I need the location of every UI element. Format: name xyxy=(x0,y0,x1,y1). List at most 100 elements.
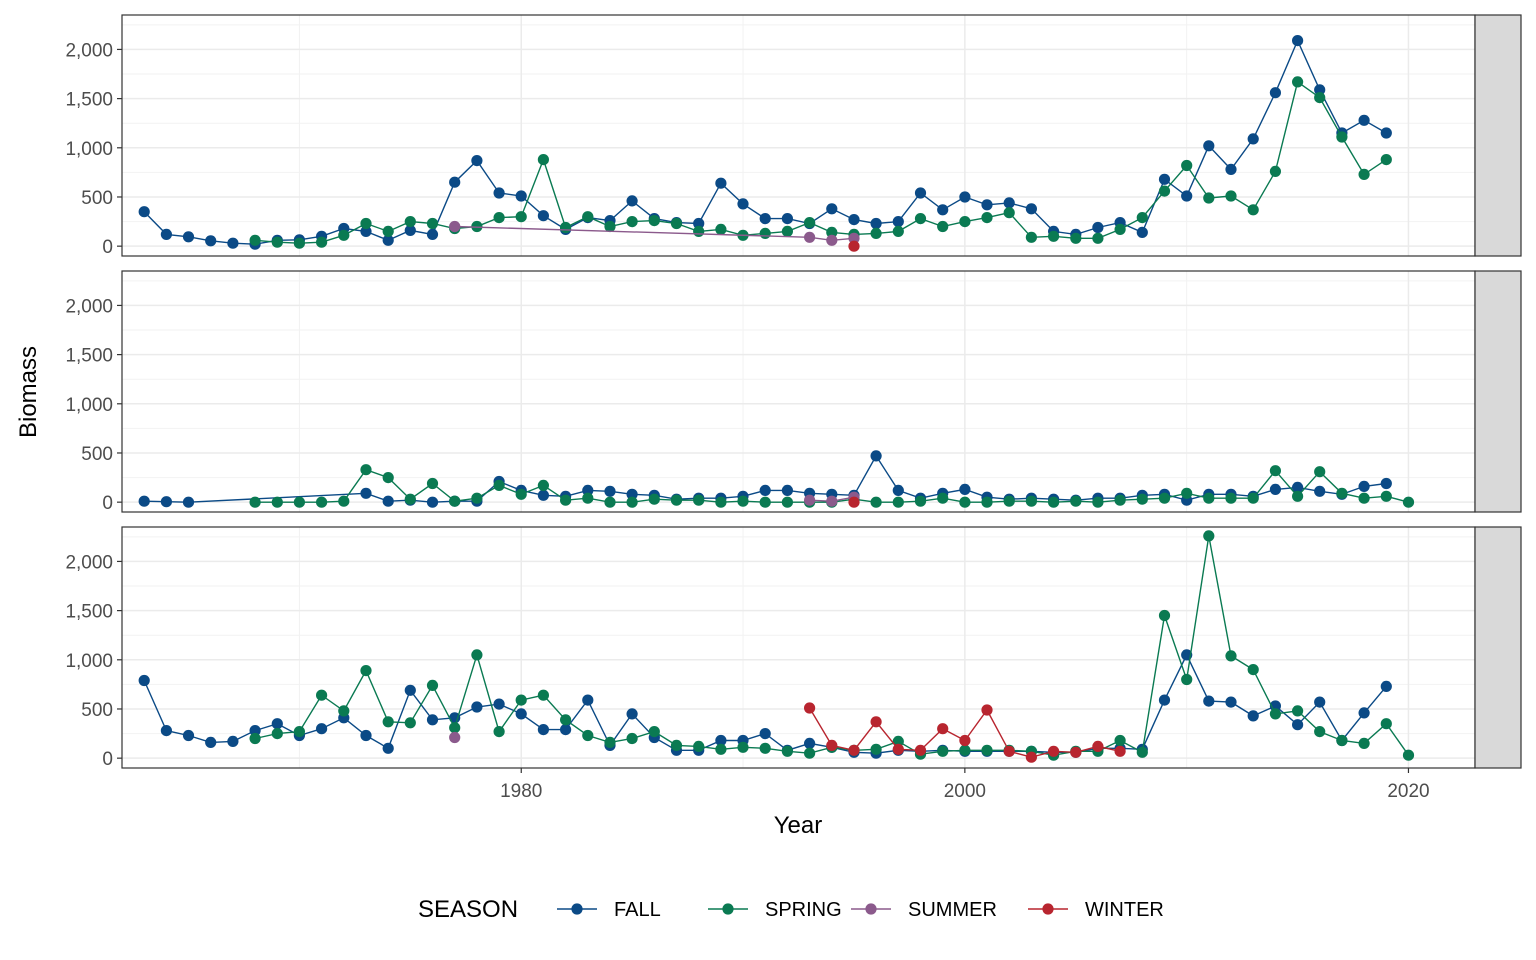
data-point-spring xyxy=(426,217,439,230)
data-point-spring xyxy=(493,479,505,491)
data-point-winter xyxy=(1003,745,1015,757)
data-point-spring xyxy=(293,496,305,508)
data-point-spring xyxy=(781,225,794,237)
data-point-fall xyxy=(227,237,239,249)
data-point-spring xyxy=(981,744,993,756)
data-point-spring xyxy=(1358,492,1370,504)
data-point-spring xyxy=(981,212,993,224)
data-point-fall xyxy=(582,484,594,496)
data-point-fall xyxy=(1136,226,1148,238)
data-point-fall xyxy=(781,484,794,496)
data-point-spring xyxy=(1025,495,1037,507)
y-tick-label: 1,000 xyxy=(65,139,113,160)
data-point-spring xyxy=(426,679,439,692)
data-point-fall xyxy=(471,155,483,167)
data-point-spring xyxy=(1402,496,1415,508)
facet-strip xyxy=(1474,526,1522,769)
data-point-spring xyxy=(1336,734,1348,747)
data-point-spring xyxy=(360,464,372,476)
data-point-fall xyxy=(1247,133,1259,145)
data-point-fall xyxy=(737,198,749,210)
data-point-fall xyxy=(1292,35,1304,47)
legend-label: WINTER xyxy=(1085,899,1164,921)
data-point-fall xyxy=(914,187,927,199)
legend-entry-spring: SPRING xyxy=(708,899,842,921)
y-tick-label: 2,000 xyxy=(65,296,113,317)
data-point-fall xyxy=(1003,197,1015,209)
data-point-fall xyxy=(249,725,261,737)
data-point-spring xyxy=(1314,92,1326,104)
data-point-spring xyxy=(1292,76,1304,88)
data-point-spring xyxy=(914,495,927,507)
data-point-spring xyxy=(759,227,771,239)
data-point-fall xyxy=(138,674,150,687)
data-point-spring xyxy=(560,221,572,234)
data-point-fall xyxy=(1247,710,1259,722)
data-point-spring xyxy=(937,745,949,757)
data-point-winter xyxy=(1114,745,1126,757)
legend-key-point xyxy=(1042,903,1054,915)
data-point-summer xyxy=(826,234,838,246)
data-point-fall xyxy=(537,724,550,736)
data-point-spring xyxy=(1380,490,1392,502)
data-point-spring xyxy=(914,213,927,225)
data-point-spring xyxy=(249,732,261,745)
data-point-spring xyxy=(1380,154,1392,166)
y-tick-label: 1,000 xyxy=(65,651,113,672)
data-point-spring xyxy=(1336,131,1348,143)
data-point-fall xyxy=(604,485,616,497)
data-point-fall xyxy=(870,450,882,462)
y-tick-label: 500 xyxy=(81,700,113,721)
data-point-spring xyxy=(249,234,261,246)
data-point-spring xyxy=(1092,232,1104,244)
data-point-winter xyxy=(870,716,882,728)
data-point-spring xyxy=(1203,492,1215,504)
data-point-fall xyxy=(360,487,372,499)
data-point-spring xyxy=(1003,495,1015,507)
data-point-fall xyxy=(493,187,505,199)
data-point-spring xyxy=(1247,204,1259,216)
data-point-fall xyxy=(1225,696,1237,708)
data-point-winter xyxy=(981,704,993,716)
data-point-winter xyxy=(1025,751,1037,763)
data-point-spring xyxy=(1092,496,1104,508)
data-point-fall xyxy=(626,195,638,207)
data-point-spring xyxy=(449,495,461,507)
data-point-spring xyxy=(1247,664,1259,676)
data-point-spring xyxy=(1380,718,1392,730)
data-point-spring xyxy=(1292,705,1304,717)
data-point-spring xyxy=(515,694,527,706)
data-point-spring xyxy=(471,649,483,661)
legend-key-point xyxy=(722,903,734,915)
data-point-spring xyxy=(670,739,683,752)
data-point-spring xyxy=(1358,168,1370,180)
data-point-spring xyxy=(648,726,660,738)
data-point-fall xyxy=(715,734,727,747)
legend-entry-winter: WINTER xyxy=(1028,899,1164,921)
data-point-spring xyxy=(715,496,727,508)
data-point-spring xyxy=(1181,487,1193,499)
data-point-summer xyxy=(449,731,461,744)
data-point-spring xyxy=(1003,207,1015,219)
data-point-fall xyxy=(1158,694,1171,706)
data-point-spring xyxy=(1336,487,1348,499)
data-point-fall xyxy=(1225,163,1237,175)
data-point-fall xyxy=(160,725,172,737)
data-point-fall xyxy=(160,496,172,508)
data-point-spring xyxy=(604,496,616,508)
data-point-fall xyxy=(759,484,771,496)
data-point-spring xyxy=(1269,708,1281,720)
data-point-fall xyxy=(360,225,372,237)
legend-label: FALL xyxy=(614,899,661,921)
data-point-spring xyxy=(1292,490,1304,502)
data-point-spring xyxy=(892,496,904,508)
data-point-fall xyxy=(1292,719,1304,731)
data-point-fall xyxy=(382,495,394,507)
data-point-spring xyxy=(1025,231,1037,243)
legend-label: SUMMER xyxy=(908,899,997,921)
data-point-fall xyxy=(449,176,461,188)
data-point-spring xyxy=(870,743,882,755)
data-point-fall xyxy=(1292,481,1304,493)
